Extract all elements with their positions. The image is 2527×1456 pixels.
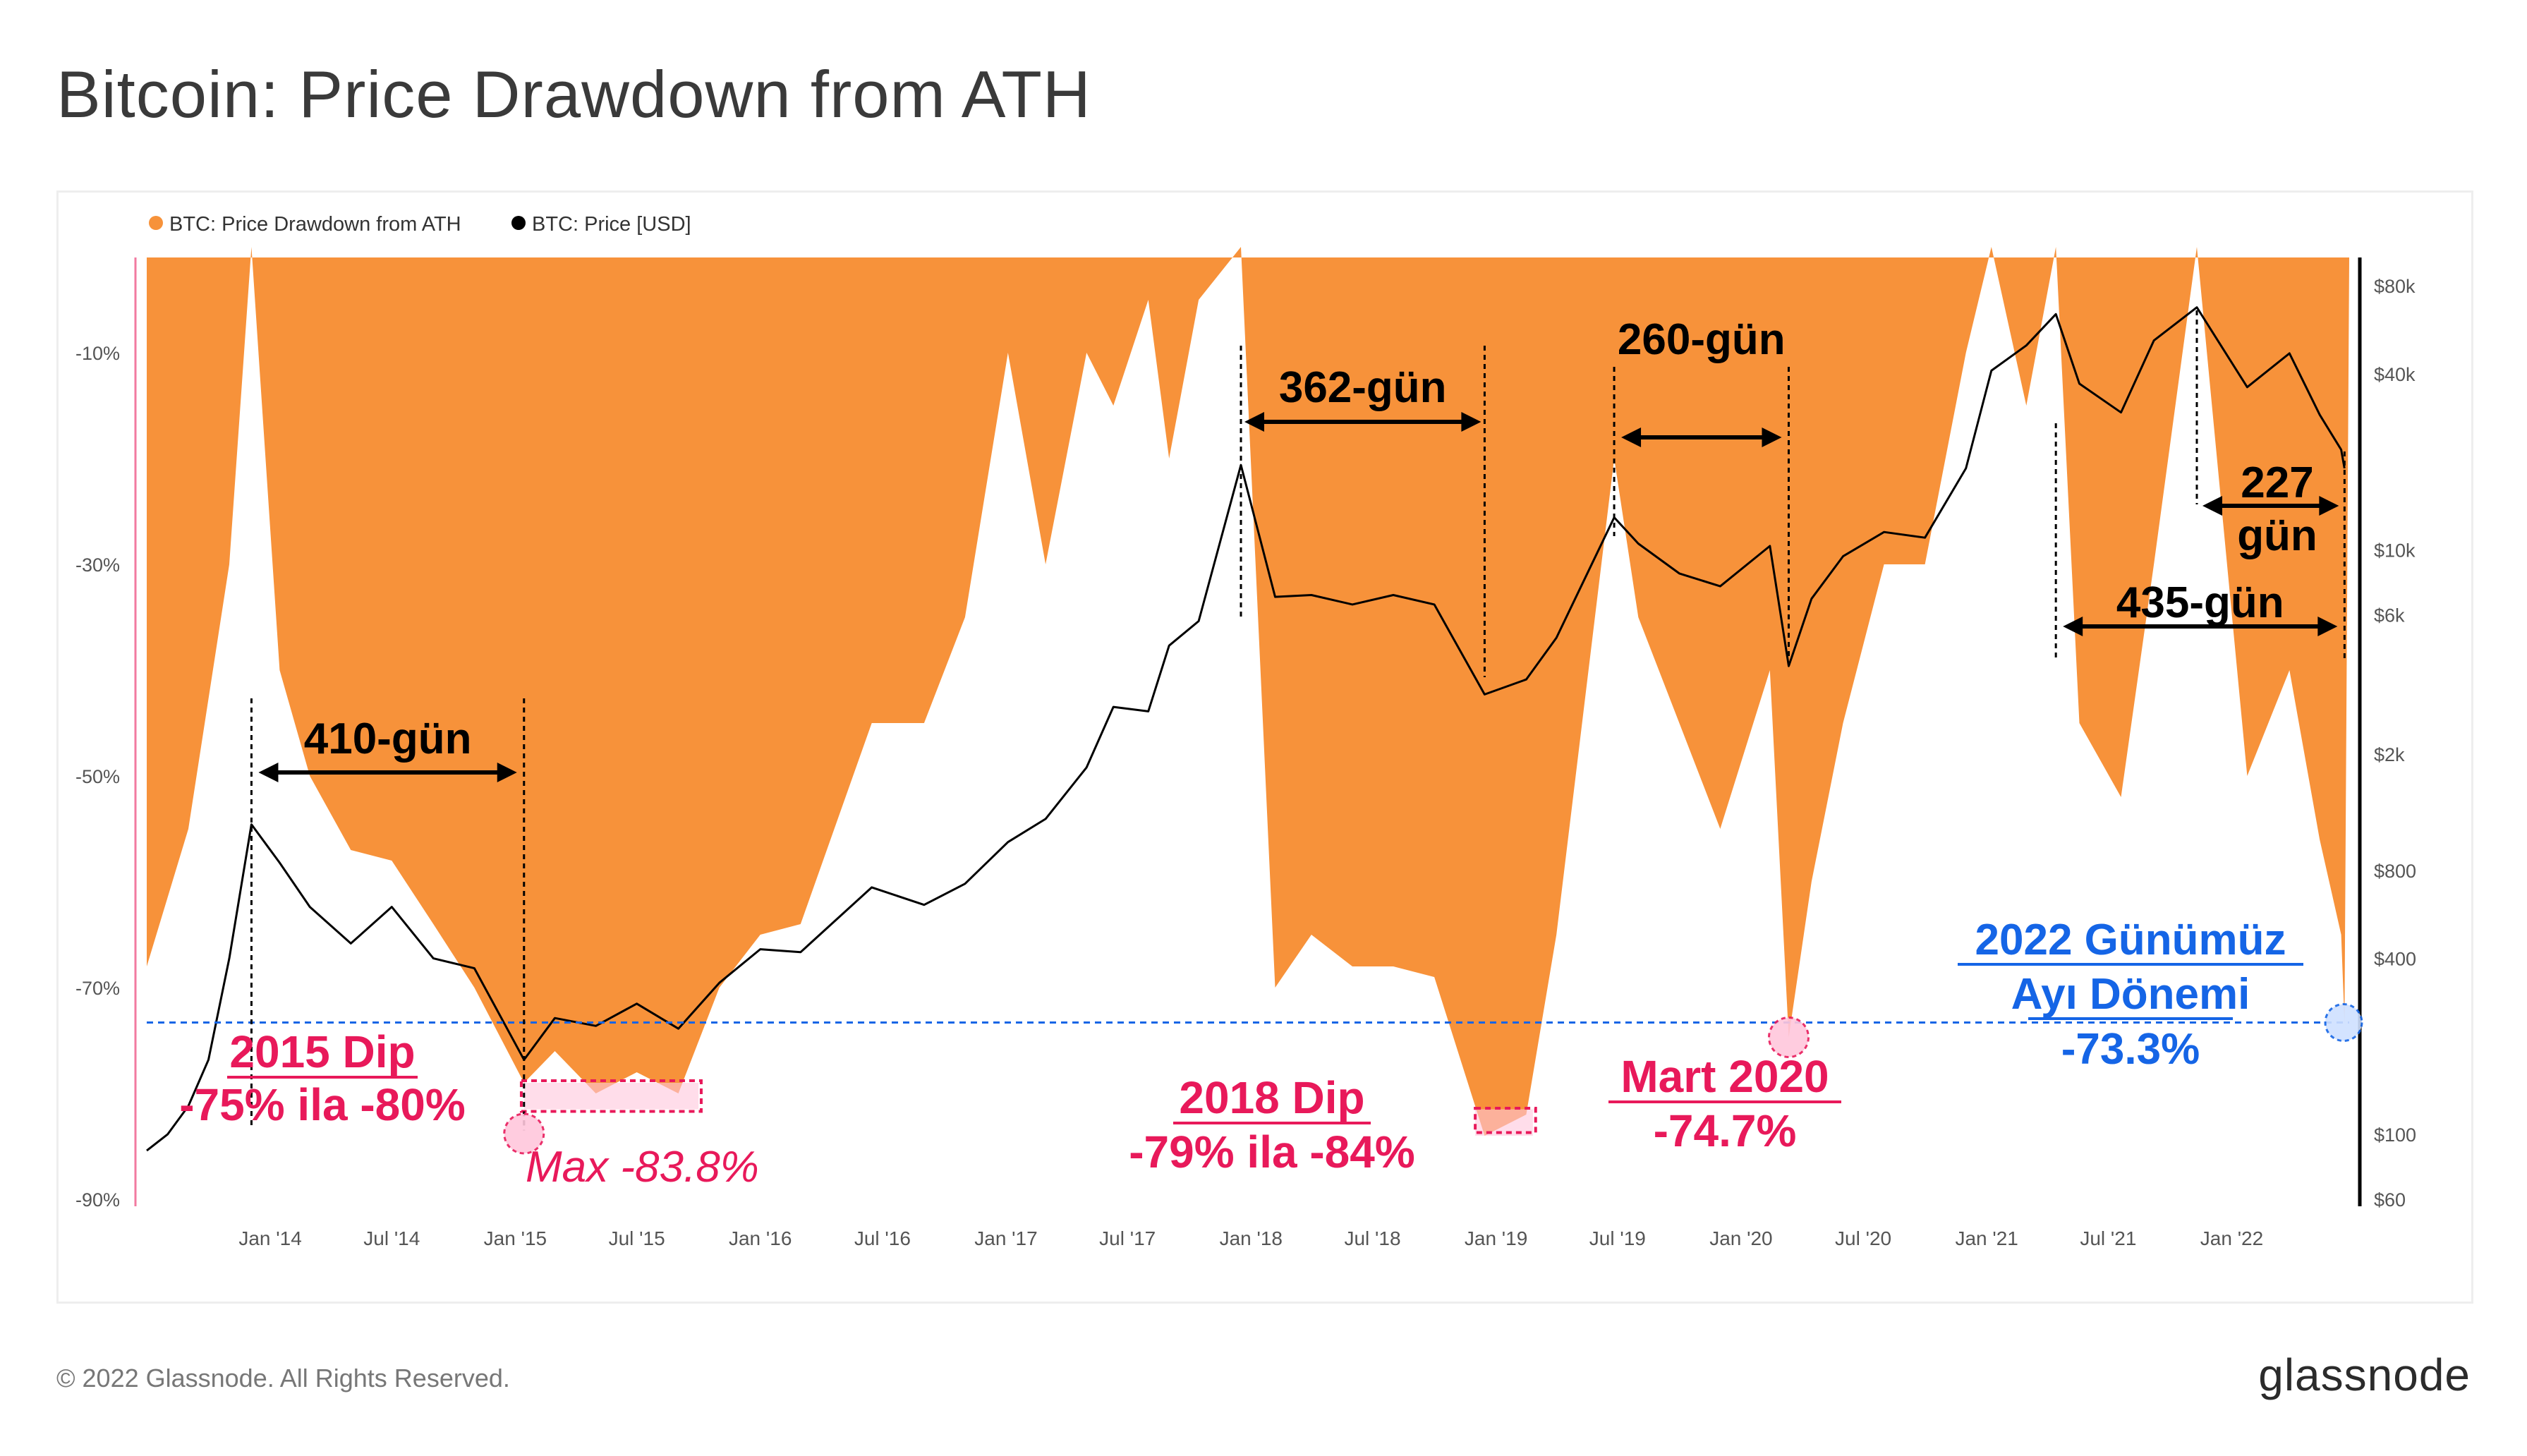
price-series	[146, 306, 2346, 1152]
x-tick-label: Jul '14	[363, 1227, 420, 1249]
current-label-3: -73.3%	[2061, 1025, 2200, 1074]
range-260-arrow-head-left	[1621, 427, 1642, 447]
x-tick-label: Jul '17	[1099, 1227, 1156, 1249]
x-tick-label: Jan '19	[1465, 1227, 1527, 1249]
x-tick-label: Jan '20	[1709, 1227, 1772, 1249]
dip-2018-box	[1474, 1107, 1537, 1134]
range-435-label: 435-gün	[2116, 578, 2284, 627]
x-tick-label: Jul '19	[1589, 1227, 1646, 1249]
range-260-label: 260-gün	[1618, 315, 1786, 364]
y-left-tick-label: -70%	[75, 978, 120, 999]
range-260-arrow-head-right	[1762, 427, 1782, 447]
current-label-1: 2022 Günümüz	[1975, 916, 2286, 964]
x-tick-label: Jan '21	[1955, 1227, 2018, 1249]
range-410-arrow-head-left	[258, 763, 279, 782]
drawdown-area-path	[147, 247, 2349, 1136]
axes: -10% -30% -50% -70% -90% $80k $40k $10k $6k $2k $8…	[75, 276, 2416, 1249]
dip-shading-1	[523, 1083, 699, 1110]
max-marker	[503, 1112, 545, 1155]
range-227-arrow-head-right	[2319, 496, 2339, 516]
legend-price-swatch	[511, 216, 526, 230]
range-362-arrow-head-left	[1244, 412, 1265, 432]
y-right-tick-label: $100	[2374, 1124, 2416, 1146]
mart-2020-label-1: Mart 2020	[1620, 1051, 1829, 1102]
x-tick-label: Jan '18	[1220, 1227, 1283, 1249]
page-title: Bitcoin: Price Drawdown from ATH	[56, 57, 1091, 131]
y-right-tick-label: $80k	[2374, 276, 2416, 297]
mart-2020-marker	[1767, 1017, 1810, 1058]
chart-panel	[56, 190, 2473, 1304]
mart-2020-label-2: -74.7%	[1654, 1105, 1797, 1156]
y-left-tick-label: -30%	[75, 554, 120, 576]
range-362-arrow-head-right	[1461, 412, 1481, 432]
x-tick-label: Jan '15	[484, 1227, 547, 1249]
x-tick-label: Jan '22	[2200, 1227, 2263, 1249]
dip-2015-label-2: -75% ila -80%	[179, 1079, 466, 1130]
dip-2015-box	[519, 1079, 703, 1113]
legend-price-label: BTC: Price [USD]	[532, 213, 691, 236]
y-right-tick-label: $60	[2374, 1189, 2406, 1211]
dip-2018-label-1: 2018 Dip	[1179, 1072, 1364, 1123]
range-410-label: 410-gün	[304, 715, 472, 763]
legend: BTC: Price Drawdown from ATH BTC: Price …	[149, 213, 691, 236]
copyright: © 2022 Glassnode. All Rights Reserved.	[56, 1364, 510, 1393]
dip-2018-label-2: -79% ila -84%	[1129, 1127, 1415, 1177]
x-tick-label: Jul '16	[854, 1227, 911, 1249]
x-tick-label: Jan '16	[729, 1227, 792, 1249]
current-marker	[2324, 1003, 2363, 1042]
legend-drawdown-label: BTC: Price Drawdown from ATH	[169, 213, 461, 236]
range-362-label: 362-gün	[1279, 363, 1447, 412]
x-tick-label: Jul '18	[1344, 1227, 1400, 1249]
legend-drawdown-swatch	[149, 216, 163, 230]
range-227-label-1: 227	[2241, 459, 2313, 507]
y-left-tick-label: -90%	[75, 1189, 120, 1211]
x-tick-label: Jul '21	[2080, 1227, 2136, 1249]
y-right-tick-label: $10k	[2374, 540, 2416, 561]
y-right-tick-label: $2k	[2374, 744, 2405, 765]
range-435-arrow-head-left	[2063, 617, 2083, 636]
current-label-2: Ayı Dönemi	[2011, 970, 2250, 1019]
range-227-label-2: gün	[2237, 511, 2317, 560]
y-right-tick-label: $40k	[2374, 364, 2416, 385]
dip-2015-label-1: 2015 Dip	[229, 1026, 415, 1077]
y-left-tick-label: -50%	[75, 766, 120, 787]
dip-shading-2	[1475, 1109, 1533, 1136]
x-tick-label: Jan '17	[974, 1227, 1037, 1249]
x-tick-label: Jul '15	[609, 1227, 665, 1249]
range-435-arrow-head-right	[2317, 617, 2338, 636]
price-line	[146, 306, 2346, 1152]
range-410-arrow-head-right	[497, 763, 517, 782]
max-label: Max -83.8%	[526, 1143, 759, 1191]
x-tick-label: Jan '14	[238, 1227, 301, 1249]
y-right-tick-label: $400	[2374, 949, 2416, 970]
x-tick-label: Jul '20	[1835, 1227, 1891, 1249]
y-right-tick-label: $6k	[2374, 605, 2405, 626]
y-left-tick-label: -10%	[75, 343, 120, 364]
range-227-arrow-head-left	[2202, 496, 2223, 516]
drawdown-area	[147, 247, 2349, 1136]
y-right-tick-label: $800	[2374, 861, 2416, 882]
glassnode-logo: glassnode	[2258, 1349, 2471, 1400]
